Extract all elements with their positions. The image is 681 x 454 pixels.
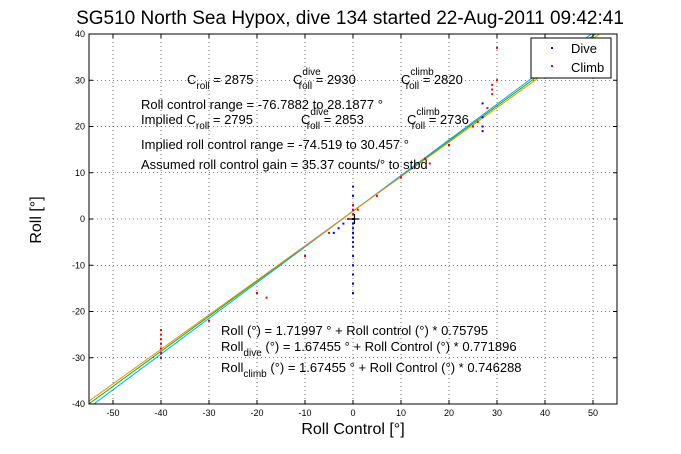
legend-dive-label: Dive [571,41,597,56]
data-point-climb [352,213,354,216]
legend-climb-marker [551,65,553,67]
data-point-climb [428,162,431,165]
data-point-dive [352,222,354,225]
annotation-range: Roll control range = -76.7882 to 28.1877… [141,97,383,112]
data-point-dive [481,125,484,128]
data-point-dive [481,102,484,105]
data-point-climb [400,176,402,179]
y-tick-label: -40 [72,399,85,409]
data-point-climb [160,338,162,341]
data-point-climb [347,218,350,220]
data-point-dive [352,255,354,257]
legend: Dive Climb [530,37,612,79]
data-point-dive [352,231,354,234]
y-tick-label: 0 [80,214,85,224]
annotation-implied-cdive: Cdive roll = 2853 [301,107,364,132]
y-tick-label: 40 [75,29,85,39]
legend-dive-marker [551,47,553,49]
chart-title: SG510 North Sea Hypox, dive 134 started … [76,8,624,29]
data-point-climb [160,352,162,355]
data-point-dive [352,292,354,294]
annotation-equation-3: Rollclimb (°) = 1.67455 ° + Roll Control… [221,360,522,380]
grid [89,33,617,405]
data-point-climb [496,46,498,49]
y-tick-label: 20 [75,122,85,132]
x-tick-label: -50 [106,408,119,418]
data-point-climb [491,88,494,91]
data-point-climb [352,208,354,211]
data-point-dive [352,236,354,239]
x-tick-label: 10 [396,408,406,418]
data-point-climb [486,107,489,109]
y-axis-label: Roll [°] [28,196,45,243]
data-point-climb [376,194,378,197]
data-point-climb [491,83,494,86]
data-point-climb [208,319,210,322]
data-point-dive [352,264,354,267]
data-point-dive [352,245,354,248]
data-point-dive [481,116,484,119]
annotation-implied-cclimb: Cclimb roll = 2736 [407,107,469,132]
y-tick-label: 30 [75,75,85,85]
x-tick-label: -20 [250,408,263,418]
data-point-climb [472,125,474,128]
annotations: Croll = 2875 Cdive roll = 2930 Cclimb roll… [141,67,522,380]
data-points [160,46,498,359]
y-tick-label: 10 [75,168,85,178]
data-point-dive [332,231,335,234]
data-point-climb [356,208,359,211]
data-point-climb [448,144,450,146]
legend-box [530,37,612,79]
data-point-dive [481,130,484,133]
data-point-climb [304,255,306,257]
data-point-climb [265,296,268,299]
data-point-dive [352,227,354,230]
annotation-implied-range: Implied roll control range = -74.519 to … [141,137,409,152]
data-point-climb [160,356,162,359]
x-axis-label: Roll Control [°] [301,421,404,438]
data-point-climb [328,231,330,234]
annotation-equation-1: Roll (°) = 1.71997 ° + Roll control (°) … [221,323,488,338]
y-tick-label: -10 [72,260,85,270]
fit-lines [89,34,601,404]
annotation-gain: Assumed roll control gain = 35.37 counts… [141,157,428,172]
x-tick-label: -10 [298,408,311,418]
x-tick-label: 0 [350,408,355,418]
crosshair-marker [349,214,360,224]
data-point-dive [352,282,354,285]
data-point-dive [352,185,354,188]
fit-line [89,34,601,402]
annotation-implied-c: Implied Croll = 2795 [141,112,253,132]
data-point-climb [476,120,479,123]
x-tick-label: 30 [492,408,502,418]
annotation-equation-2: Rolldive (°) = 1.67455 ° + Roll Control … [221,339,517,359]
data-point-climb [160,342,162,345]
data-point-climb [424,157,426,160]
data-point-dive [352,194,354,197]
axis-ticks: -50 -40 -30 -20 -10 0 10 20 30 40 50 -40 -30 -20 -10 0 1… [72,29,617,418]
annotation-cdive: Cdive roll = 2930 [293,67,356,92]
y-tick-label: -20 [72,307,85,317]
x-tick-label: 40 [540,408,550,418]
data-point-climb [491,93,494,96]
x-tick-label: 20 [444,408,454,418]
data-point-dive [337,227,340,230]
x-tick-label: -40 [154,408,167,418]
y-tick-label: -30 [72,353,85,363]
data-point-dive [352,241,354,244]
data-point-climb [496,79,498,82]
x-tick-label: 50 [588,408,598,418]
x-tick-label: -30 [202,408,215,418]
data-point-climb [160,333,162,336]
annotation-cclimb: Cclimb roll = 2820 [401,67,463,92]
data-point-climb [160,347,162,350]
data-point-dive [352,273,354,276]
data-point-climb [256,292,258,294]
annotation-croll: Croll = 2875 [187,72,253,92]
legend-climb-label: Climb [571,60,604,75]
data-point-dive [342,222,345,225]
data-point-climb [160,329,162,331]
data-point-climb [352,204,354,207]
